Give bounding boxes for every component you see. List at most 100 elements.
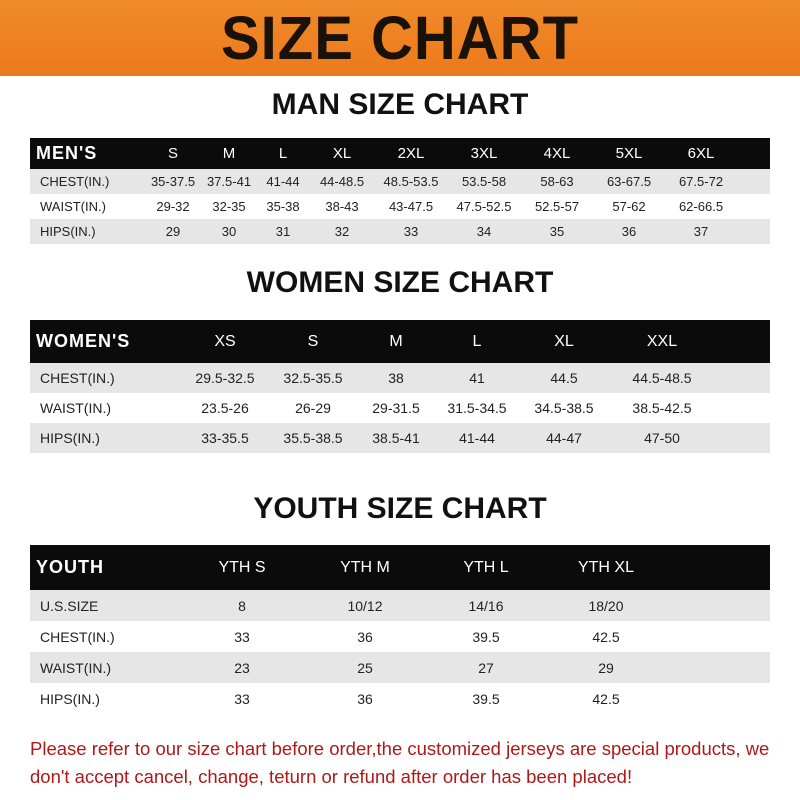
table-row: CHEST(IN.) 33 36 39.5 42.5 [30, 621, 770, 652]
table-row: HIPS(IN.) 29 30 31 32 33 34 35 36 37 [30, 219, 770, 244]
table-cell: 8 [238, 597, 246, 614]
row-label: WOMEN'S [36, 331, 131, 351]
table-cell: 31.5-34.5 [447, 400, 507, 416]
table-cell: YTH XL [577, 558, 634, 576]
table-cell: 14/16 [468, 597, 504, 614]
banner-title: SIZE CHART [221, 3, 579, 73]
table-header-row: WOMEN'S XS S M L XL XXL [30, 320, 770, 363]
banner: SIZE CHART [0, 0, 800, 76]
table-row: HIPS(IN.) 33 36 39.5 42.5 [30, 683, 770, 714]
table-cell: 35 [549, 224, 565, 239]
table-cell: 41-44 [459, 430, 495, 446]
table-cell: 39.5 [472, 628, 500, 645]
table-cell: 43-47.5 [388, 199, 434, 214]
table-cell: 41 [469, 370, 485, 386]
table-cell: 6XL [687, 145, 715, 162]
table-cell: L [472, 332, 482, 350]
table-cell: YTH L [463, 558, 509, 576]
table-cell: 37 [693, 224, 709, 239]
table-cell: 32.5-35.5 [283, 370, 343, 386]
table-row: CHEST(IN.) 29.5-32.5 32.5-35.5 38 41 44.5 44.5… [30, 363, 770, 393]
table-cell: 23.5-26 [201, 400, 249, 416]
table-cell: 35.5-38.5 [283, 430, 343, 446]
men-title: MAN SIZE CHART [271, 88, 529, 121]
table-cell: 63-67.5 [606, 174, 652, 189]
table-row: U.S.SIZE 8 10/12 14/16 18/20 [30, 590, 770, 621]
table-cell: 5XL [615, 145, 643, 162]
row-label: CHEST(IN.) [40, 628, 115, 645]
youth-size-table: YOUTH YTH S YTH M YTH L YTH XL U.S.SIZE 8 10/12… [30, 545, 770, 714]
table-cell: 35-37.5 [150, 174, 196, 189]
row-label: WAIST(IN.) [40, 659, 112, 676]
row-label: MEN'S [36, 143, 98, 163]
table-cell: 4XL [543, 145, 571, 162]
table-cell: 29-31.5 [372, 400, 420, 416]
table-cell: 33 [234, 690, 250, 707]
order-notice: Please refer to our size chart before or… [30, 738, 770, 787]
table-cell: S [167, 145, 178, 162]
table-cell: 29.5-32.5 [195, 370, 255, 386]
table-cell: M [222, 145, 236, 162]
table-cell: 18/20 [588, 597, 624, 614]
table-cell: XL [554, 332, 574, 350]
table-cell: 38.5-41 [372, 430, 420, 446]
table-cell: 38-43 [325, 199, 359, 214]
table-cell: 32 [334, 224, 350, 239]
table-cell: 10/12 [347, 597, 383, 614]
table-cell: 48.5-53.5 [383, 174, 439, 189]
table-cell: 38.5-42.5 [632, 400, 692, 416]
table-cell: 33-35.5 [201, 430, 249, 446]
table-row: CHEST(IN.) 35-37.5 37.5-41 41-44 44-48.5 48.5… [30, 169, 770, 194]
table-cell: 44-48.5 [319, 174, 365, 189]
row-label: CHEST(IN.) [40, 370, 115, 386]
table-cell: 27 [478, 659, 494, 676]
table-cell: 52.5-57 [534, 199, 580, 214]
women-title: WOMEN SIZE CHART [246, 266, 554, 299]
table-cell: 44.5-48.5 [632, 370, 692, 386]
table-cell: 30 [221, 224, 237, 239]
table-cell: 23 [234, 659, 250, 676]
table-cell: 36 [621, 224, 637, 239]
row-label: U.S.SIZE [40, 597, 99, 614]
table-cell: 42.5 [592, 690, 620, 707]
table-cell: 29 [165, 224, 181, 239]
table-row: WAIST(IN.) 23 25 27 29 [30, 652, 770, 683]
table-cell: 25 [357, 659, 373, 676]
table-cell: 29-32 [156, 199, 190, 214]
row-label: HIPS(IN.) [40, 690, 100, 707]
table-cell: 34 [476, 224, 492, 239]
men-size-table: MEN'S S M L XL 2XL 3XL 4XL 5XL 6XL CHEST(IN.) 35-37… [30, 138, 770, 244]
table-cell: 2XL [397, 145, 425, 162]
row-label: CHEST(IN.) [40, 174, 110, 189]
table-cell: 32-35 [212, 199, 246, 214]
row-label: WAIST(IN.) [40, 400, 112, 416]
table-cell: XL [332, 145, 352, 162]
table-cell: 38 [388, 370, 404, 386]
table-cell: 47.5-52.5 [456, 199, 512, 214]
table-cell: XXL [646, 332, 678, 350]
table-header-row: MEN'S S M L XL 2XL 3XL 4XL 5XL 6XL [30, 138, 770, 169]
table-cell: 62-66.5 [678, 199, 724, 214]
table-cell: 31 [275, 224, 291, 239]
youth-title: YOUTH SIZE CHART [253, 492, 547, 525]
table-cell: 33 [234, 628, 250, 645]
table-cell: 36 [357, 690, 373, 707]
table-cell: 36 [357, 628, 373, 645]
women-size-table: WOMEN'S XS S M L XL XXL CHEST(IN.) 29.5-32.5 32.5… [30, 320, 770, 453]
table-cell: 33 [403, 224, 419, 239]
table-cell: 44.5 [550, 370, 578, 386]
table-cell: 39.5 [472, 690, 500, 707]
table-row: WAIST(IN.) 29-32 32-35 35-38 38-43 43-47.5 47.… [30, 194, 770, 219]
row-label: YOUTH [36, 557, 104, 577]
table-cell: YTH S [218, 558, 266, 576]
table-cell: XS [214, 332, 236, 350]
table-cell: 47-50 [644, 430, 680, 446]
table-cell: 58-63 [540, 174, 574, 189]
table-header-row: YOUTH YTH S YTH M YTH L YTH XL [30, 545, 770, 590]
table-cell: 29 [598, 659, 614, 676]
table-row: WAIST(IN.) 23.5-26 26-29 29-31.5 31.5-34.5 34… [30, 393, 770, 423]
table-cell: 37.5-41 [206, 174, 252, 189]
table-row: HIPS(IN.) 33-35.5 35.5-38.5 38.5-41 41-44 44-… [30, 423, 770, 453]
table-cell: M [389, 332, 403, 350]
table-cell: 26-29 [295, 400, 331, 416]
